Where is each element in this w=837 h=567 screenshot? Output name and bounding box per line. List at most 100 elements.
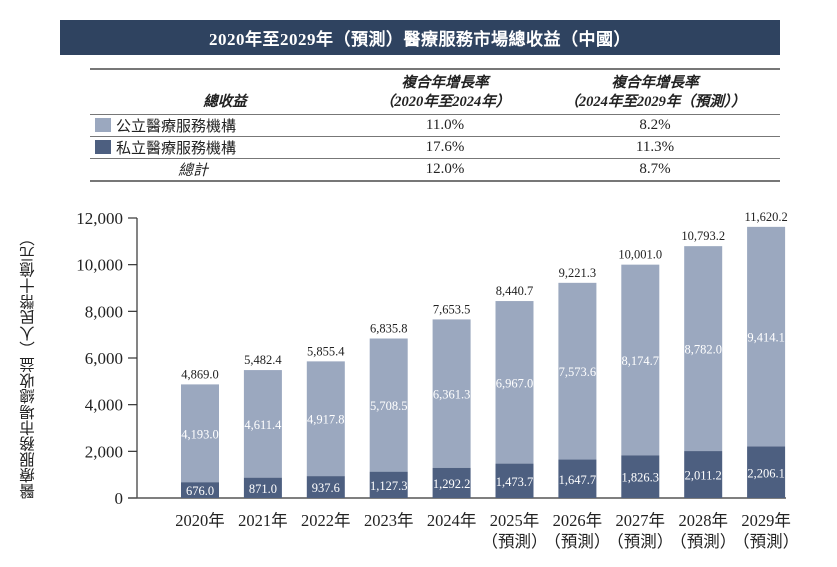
data-label-private: 2,011.2 <box>685 469 722 483</box>
y-tick-label: 4,000 <box>85 396 123 415</box>
data-label-public: 4,193.0 <box>181 427 219 441</box>
cell-cagr-2020-2024: 12.0% <box>425 161 465 177</box>
bar-public <box>747 226 786 447</box>
stacked-bar-chart: 0 2,000 4,000 6,000 8,000 10,000 12,000 676.0 4,… <box>76 209 799 551</box>
cagr-table: 總收益 複合年增長率 （2020年至2024年） 複合年增長率 （2024年至2… <box>90 68 780 182</box>
x-tick-label: 2022年 <box>301 511 351 530</box>
data-label-public: 8,782.0 <box>684 343 722 357</box>
cell-cagr-2020-2024: 17.6% <box>425 139 465 155</box>
data-label-total: 10,001.0 <box>618 248 662 262</box>
x-tick-label: 2029年 <box>741 511 791 530</box>
data-label-public: 5,708.5 <box>370 399 408 413</box>
cagr-table-header: 總收益 複合年增長率 （2020年至2024年） 複合年增長率 （2024年至2… <box>90 69 780 115</box>
x-tick-label: 2020年 <box>175 511 225 530</box>
x-tick-label: 2023年 <box>364 511 414 530</box>
header-total-revenue: 總收益 <box>90 69 360 115</box>
header-line: 複合年增長率 <box>611 75 699 91</box>
header-line: （2020年至2024年） <box>379 94 511 110</box>
row-label-total: 總計 <box>178 163 209 179</box>
data-label-total: 6,835.8 <box>370 321 408 335</box>
x-tick-label: 2021年 <box>238 511 288 530</box>
row-label: 私立醫療服務機構 <box>90 137 360 159</box>
bar-private <box>558 459 597 498</box>
bar-private <box>181 482 219 498</box>
x-tick-sublabel: （預測） <box>733 532 799 551</box>
data-label-public: 4,917.8 <box>307 413 345 427</box>
y-tick-label: 12,000 <box>76 209 123 228</box>
data-label-total: 8,440.7 <box>496 284 534 298</box>
data-label-public: 7,573.6 <box>559 365 597 379</box>
bar-private <box>621 455 660 498</box>
x-tick-sublabel: （預測） <box>670 532 736 551</box>
bar-public <box>181 384 219 483</box>
data-label-total: 10,793.2 <box>681 229 725 243</box>
y-tick-label: 2,000 <box>85 442 123 461</box>
table-row-public: 公立醫療服務機構 11.0% 8.2% <box>90 114 780 137</box>
bar-public <box>621 264 660 456</box>
data-label-private: 1,826.3 <box>622 471 660 485</box>
data-label-total: 7,653.5 <box>433 302 471 316</box>
data-label-public: 6,361.3 <box>433 388 471 402</box>
bar-public <box>369 338 408 472</box>
header-line: 複合年增長率 <box>401 75 489 91</box>
legend-swatch-private <box>95 140 111 154</box>
row-label: 公立醫療服務機構 <box>90 115 360 137</box>
table-row-total: 總計 12.0% 8.7% <box>90 158 780 181</box>
header-line: （2024年至2029年（預測）） <box>564 94 746 110</box>
bar-public <box>684 246 723 452</box>
bar-public <box>432 319 471 468</box>
header-label: 總收益 <box>203 94 247 110</box>
x-tick-sublabel: （預測） <box>482 532 548 551</box>
cell-cagr-2024-2029: 11.3% <box>635 139 675 155</box>
bar-private <box>495 463 534 498</box>
table-row-private: 私立醫療服務機構 17.6% 11.3% <box>90 136 780 159</box>
bar-public <box>495 301 534 464</box>
data-label-total: 11,620.2 <box>744 210 787 224</box>
x-tick-label: 2025年 <box>490 511 540 530</box>
bar-private <box>306 476 345 498</box>
x-tick-sublabel: （預測） <box>607 532 673 551</box>
header-cagr-2024-2029: 複合年增長率 （2024年至2029年（預測）） <box>530 69 780 115</box>
data-label-public: 8,174.7 <box>622 354 660 368</box>
x-tick-label: 2024年 <box>427 511 477 530</box>
x-tick-label: 2028年 <box>678 511 728 530</box>
data-label-private: 1,292.2 <box>433 477 471 491</box>
y-tick-label: 8,000 <box>85 302 123 321</box>
header-cagr-2020-2024: 複合年增長率 （2020年至2024年） <box>360 69 530 115</box>
x-tick-sublabel: （預測） <box>544 532 610 551</box>
legend-label-public: 公立醫療服務機構 <box>116 119 237 135</box>
bar-private <box>432 467 471 498</box>
bar-public <box>306 361 345 477</box>
data-label-total: 4,869.0 <box>181 367 219 381</box>
bar-private <box>369 471 408 498</box>
legend-swatch-public <box>95 118 111 132</box>
bar-private <box>747 446 786 498</box>
data-label-private: 676.0 <box>186 484 214 498</box>
data-label-private: 2,206.1 <box>747 466 785 480</box>
bar-private <box>243 477 282 498</box>
data-label-private: 1,473.7 <box>496 475 534 489</box>
y-tick-label: 10,000 <box>76 256 123 275</box>
cell-cagr-2024-2029: 8.7% <box>639 161 671 177</box>
x-tick-label: 2026年 <box>553 511 603 530</box>
data-label-total: 9,221.3 <box>559 266 597 280</box>
y-tick-label: 0 <box>115 489 124 508</box>
data-label-private: 1,127.3 <box>370 479 408 493</box>
data-label-private: 937.6 <box>312 481 340 495</box>
bar-public <box>558 282 597 460</box>
data-label-private: 871.0 <box>249 482 277 496</box>
legend-label-private: 私立醫療服務機構 <box>116 141 237 157</box>
y-tick-label: 6,000 <box>85 349 123 368</box>
data-label-private: 1,647.7 <box>559 473 597 487</box>
cell-cagr-2024-2029: 8.2% <box>639 117 671 133</box>
bar-public <box>243 370 282 478</box>
data-label-total: 5,855.4 <box>307 344 345 358</box>
data-label-public: 6,967.0 <box>496 376 534 390</box>
data-label-public: 9,414.1 <box>747 331 785 345</box>
x-tick-label: 2027年 <box>616 511 666 530</box>
cell-cagr-2020-2024: 11.0% <box>425 117 465 133</box>
bar-private <box>684 451 723 498</box>
data-label-total: 5,482.4 <box>244 353 282 367</box>
data-label-public: 4,611.4 <box>244 418 282 432</box>
chart-title: 2020年至2029年（預測）醫療服務市場總收益（中國） <box>60 20 780 55</box>
